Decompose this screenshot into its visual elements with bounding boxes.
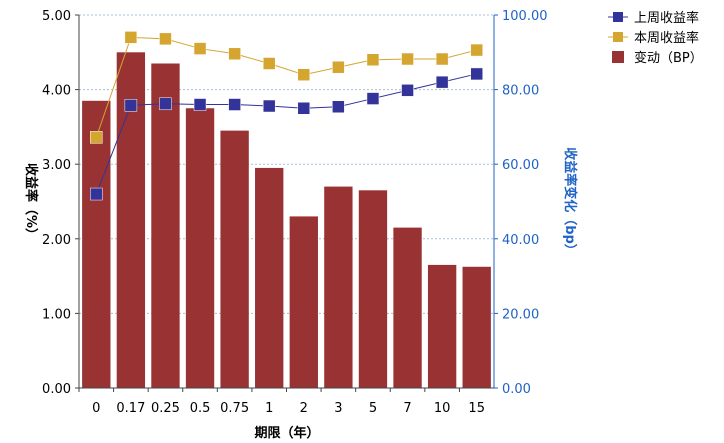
x-axis-title: 期限（年） — [254, 425, 319, 441]
x-tick-label: 2 — [300, 401, 308, 416]
x-tick-label: 0.17 — [116, 401, 145, 416]
series-point — [159, 32, 172, 46]
series-point — [366, 92, 380, 105]
y-tick-label: 3.00 — [42, 158, 71, 173]
series-point — [262, 99, 276, 113]
series-point — [90, 187, 103, 201]
series-point — [401, 52, 414, 66]
y2-tick-label: 100.00 — [502, 9, 548, 24]
series-point — [159, 97, 172, 111]
y2-tick-label: 0.00 — [502, 382, 531, 397]
y-axis-title: 收益率（%） — [23, 163, 39, 241]
legend-swatch-marker — [613, 32, 623, 42]
series-point — [193, 42, 207, 55]
x-tick-label: 3 — [334, 401, 342, 416]
y2-axis-title: 收益率变化（bp） — [562, 147, 578, 257]
series-point — [366, 53, 380, 67]
series-point — [297, 102, 311, 115]
bar-series — [82, 52, 491, 389]
bar — [393, 227, 422, 388]
x-tick-label: 1 — [265, 401, 273, 416]
bar — [324, 186, 353, 388]
x-tick-label: 0.75 — [220, 401, 249, 416]
series-point — [193, 98, 207, 111]
y-tick-label: 4.00 — [42, 84, 71, 99]
series-point — [470, 43, 483, 57]
series-point — [332, 100, 345, 114]
y2-tick-label: 40.00 — [502, 233, 539, 248]
line-series — [90, 31, 483, 201]
x-tick-label: 7 — [403, 401, 411, 416]
legend-swatch-marker — [613, 12, 623, 22]
bar — [255, 167, 284, 388]
series-point — [435, 52, 449, 66]
y2-tick-label: 80.00 — [502, 84, 539, 99]
y2-tick-label: 60.00 — [502, 158, 539, 173]
series-point — [228, 98, 241, 111]
series-point — [435, 75, 449, 89]
bar — [185, 108, 215, 388]
gridlines — [79, 14, 494, 314]
series-point — [332, 60, 345, 74]
bar — [289, 216, 318, 388]
bar — [220, 130, 249, 388]
legend-label: 本周收益率 — [634, 30, 699, 46]
tick-labels: 0.00 1.00 2.00 3.00 4.00 5.00 0.00 20.00 40.00 60… — [42, 9, 547, 416]
series-point — [228, 47, 241, 61]
y-tick-label: 0.00 — [42, 382, 71, 397]
bar — [462, 266, 491, 388]
series-point — [401, 84, 414, 97]
legend-swatch-bar — [612, 51, 624, 63]
series-point — [90, 131, 103, 144]
series-point — [124, 99, 138, 112]
series-point — [297, 68, 311, 81]
x-tick-label: 5 — [369, 401, 377, 416]
x-tick-label: 15 — [468, 401, 485, 416]
series-point — [124, 31, 138, 44]
legend-label: 上周收益率 — [634, 10, 699, 26]
series-point — [470, 67, 483, 81]
bar — [151, 63, 180, 389]
bar — [427, 264, 457, 388]
y2-tick-label: 20.00 — [502, 307, 539, 322]
y-tick-label: 5.00 — [42, 9, 71, 24]
y-tick-label: 2.00 — [42, 233, 71, 248]
x-tick-label: 10 — [434, 401, 451, 416]
series-point — [262, 57, 276, 70]
bar — [82, 100, 111, 388]
y-tick-label: 1.00 — [42, 307, 71, 322]
axes — [75, 14, 498, 392]
x-tick-label: 0.25 — [151, 401, 180, 416]
legend-label: 变动（BP） — [634, 50, 703, 66]
x-tick-label: 0 — [92, 401, 100, 416]
x-tick-label: 0.5 — [190, 401, 211, 416]
bar — [358, 190, 388, 388]
